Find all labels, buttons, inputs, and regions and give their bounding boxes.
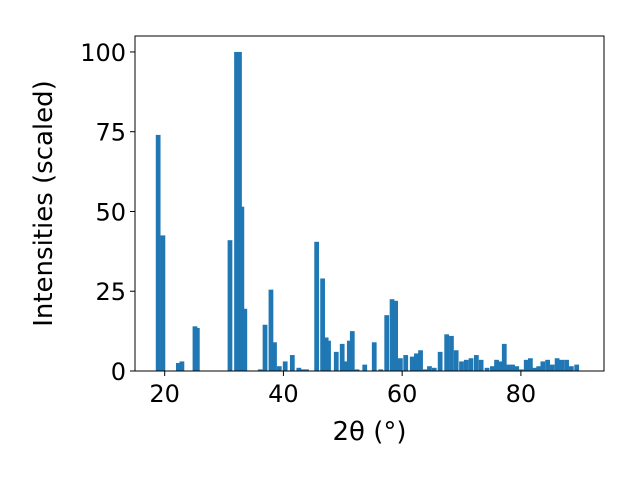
bar xyxy=(494,359,499,371)
bar xyxy=(536,366,542,371)
bar xyxy=(272,342,277,371)
bar xyxy=(519,369,524,371)
bar xyxy=(414,353,419,371)
x-tick-label: 80 xyxy=(506,380,537,408)
bar xyxy=(354,369,360,371)
bar xyxy=(545,359,550,371)
bar xyxy=(418,350,423,371)
x-axis-label: 2θ (°) xyxy=(332,417,406,447)
bar xyxy=(498,361,504,371)
bar xyxy=(540,361,546,371)
bar xyxy=(175,363,181,371)
bar xyxy=(343,361,349,371)
bar xyxy=(459,361,464,371)
bar xyxy=(349,331,355,371)
bar xyxy=(333,351,339,371)
bar xyxy=(564,359,569,371)
bar xyxy=(490,366,495,371)
bar xyxy=(282,361,288,371)
bar xyxy=(510,364,515,371)
bar-series xyxy=(155,51,580,371)
bar xyxy=(378,369,384,371)
plot-frame xyxy=(134,35,605,372)
bar xyxy=(403,355,409,371)
bar xyxy=(574,364,580,371)
bar xyxy=(300,369,306,371)
bar xyxy=(409,356,415,371)
bar xyxy=(549,364,555,371)
bar xyxy=(326,340,331,371)
y-tick-label: 0 xyxy=(111,358,126,386)
bar xyxy=(194,327,200,371)
y-axis-ticks: 0 25 50 75 100 xyxy=(80,39,135,386)
bar xyxy=(501,343,507,371)
bar xyxy=(554,358,560,371)
bar xyxy=(289,355,295,371)
bar xyxy=(463,359,469,371)
bar xyxy=(427,366,432,371)
bar xyxy=(320,278,325,371)
x-tick-label: 20 xyxy=(149,380,180,408)
bar xyxy=(453,350,459,371)
bar xyxy=(227,240,233,371)
bar xyxy=(362,364,368,371)
bar xyxy=(160,235,166,371)
bar xyxy=(314,241,320,371)
bar xyxy=(506,364,511,371)
bar xyxy=(532,367,537,371)
bar xyxy=(514,366,520,371)
bar xyxy=(523,359,529,371)
bar xyxy=(262,324,268,371)
x-axis-ticks: 20 40 60 80 xyxy=(149,371,536,408)
bar xyxy=(276,366,282,371)
bar xyxy=(268,289,274,371)
bar xyxy=(559,359,565,371)
bar xyxy=(468,358,474,371)
bar xyxy=(234,51,239,371)
bar xyxy=(393,300,398,371)
y-tick-label: 50 xyxy=(95,198,126,226)
bar xyxy=(155,134,161,371)
x-tick-label: 60 xyxy=(387,380,418,408)
bar xyxy=(179,361,185,371)
bar xyxy=(339,343,345,371)
bar xyxy=(296,367,302,371)
bar xyxy=(371,342,377,371)
bar xyxy=(398,358,403,371)
bar xyxy=(237,51,242,371)
bar xyxy=(346,340,352,371)
bar xyxy=(484,367,490,371)
x-tick-label: 40 xyxy=(268,380,299,408)
bar xyxy=(242,308,248,371)
y-tick-label: 75 xyxy=(95,119,126,147)
bar xyxy=(478,359,484,371)
y-tick-label: 100 xyxy=(80,39,126,67)
bar xyxy=(568,366,574,371)
bar xyxy=(431,367,437,371)
y-tick-label: 25 xyxy=(95,278,126,306)
bar xyxy=(389,299,395,371)
bar xyxy=(304,369,309,371)
bar xyxy=(257,369,263,371)
y-axis-label: Intensities (scaled) xyxy=(29,80,59,327)
bar xyxy=(437,351,443,371)
bar xyxy=(384,315,390,371)
bar xyxy=(444,334,450,371)
bar xyxy=(449,335,454,371)
bar xyxy=(528,358,533,371)
bar xyxy=(239,206,245,371)
bar xyxy=(422,369,428,371)
bar xyxy=(473,355,479,371)
